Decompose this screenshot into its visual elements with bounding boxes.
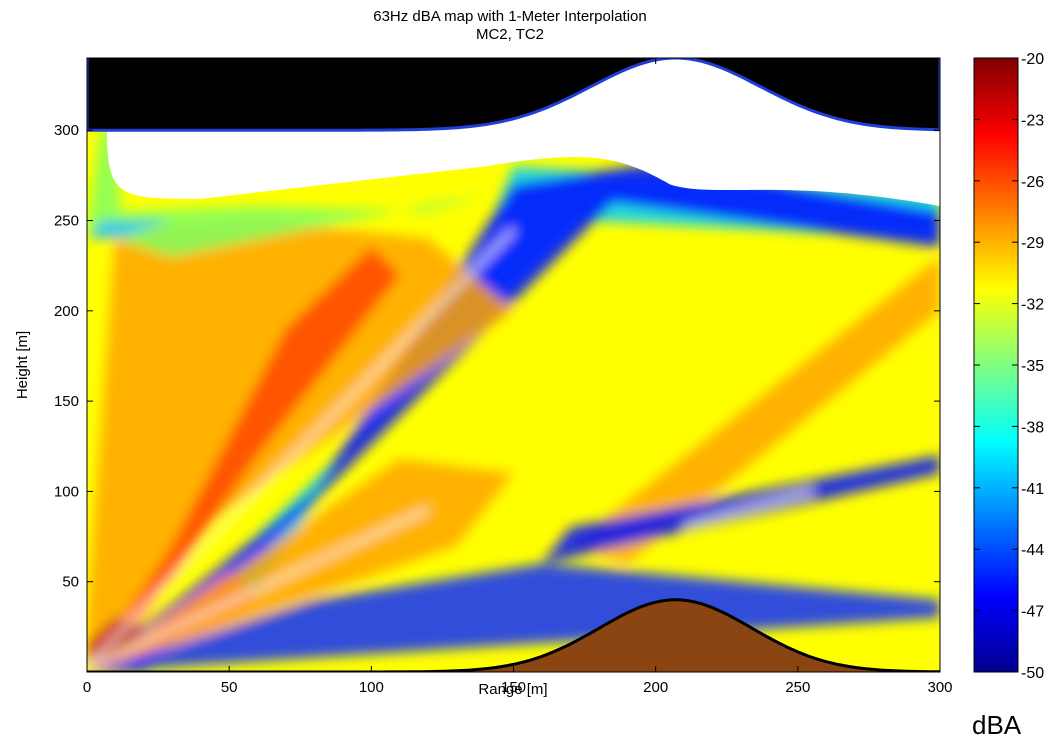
colorbar-tick-label: -35 [1021,358,1044,375]
colorbar-tick-label: -20 [1021,51,1044,68]
colorbar-tick-label: -44 [1021,542,1044,559]
y-axis-label: Height [m] [14,331,31,399]
y-tick-label: 200 [54,303,79,320]
x-tick-label: 250 [785,679,810,696]
plot-area [87,58,940,672]
colorbar-tick-label: -26 [1021,174,1044,191]
color-band [570,256,940,564]
x-tick-label: 300 [927,679,952,696]
null-line [87,228,515,668]
colorbar-tick-label: -38 [1021,419,1044,436]
x-tick-label: 100 [359,679,384,696]
upper-boundary-region [87,58,940,132]
x-tick-label: 0 [83,679,91,696]
y-axis: 50 100 150 200 250 300 [54,122,940,591]
y-tick-label: 100 [54,483,79,500]
y-tick-label: 250 [54,213,79,230]
null-line [87,508,429,670]
chart-subtitle: MC2, TC2 [475,26,545,43]
x-tick-label: 50 [221,679,238,696]
colorbar-tick-label: -29 [1021,235,1044,252]
colorbar-tick-label: -47 [1021,604,1044,621]
color-band [541,455,940,564]
colorbar-tick-label: -32 [1021,297,1044,314]
x-tick-label: 200 [643,679,668,696]
color-band [87,220,173,239]
null-line [683,489,813,529]
colorbar-tick-label: -50 [1021,665,1044,682]
no-data-region [87,58,940,207]
color-band [87,617,144,672]
colorbar-gradient [973,57,1019,673]
y-tick-label: 300 [54,122,79,139]
color-band [87,130,486,257]
colorbar-label: dBA [972,710,1022,740]
color-band [87,563,940,672]
color-band [87,247,400,672]
colorbar: -20 -23 -26 -29 -32 -35 -38 -41 -44 -47 -50 [973,51,1044,682]
chart-title: 63Hz dBA map with 1-Meter Interpolation [373,8,647,25]
colorbar-tick-label: -23 [1021,112,1044,129]
ground-hill [87,598,940,672]
y-tick-label: 150 [54,393,79,410]
y-tick-label: 50 [62,574,79,591]
x-tick-label: 150 [501,679,526,696]
colorbar-tick-label: -41 [1021,481,1044,498]
x-axis-label: Range [m] [478,681,547,698]
x-axis: 0 50 100 150 200 250 300 [83,58,953,696]
